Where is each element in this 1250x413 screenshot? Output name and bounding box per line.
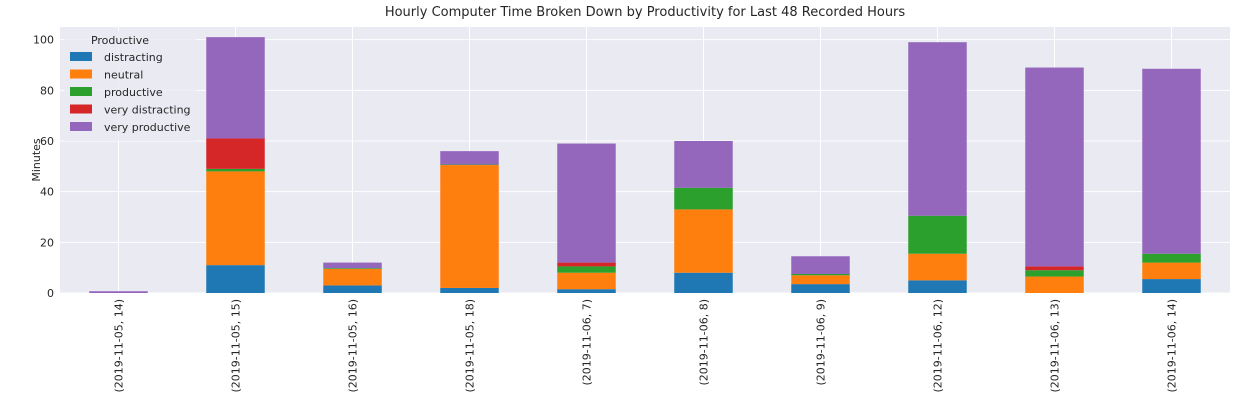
bar-segment-neutral [908,253,967,281]
y-tick-label: 40 [40,186,54,199]
bar-segment-productive [440,164,499,166]
bar-segment-neutral [323,268,382,286]
x-tick-label: (2019-11-06, 9) [815,299,828,386]
bar-segment-neutral [206,171,265,266]
bar-segment-very-productive [1025,67,1084,267]
bar-segment-neutral [1142,262,1201,280]
legend-label: very distracting [104,104,191,117]
bar-segment-distracting [674,272,733,293]
bar-segment-distracting [323,285,382,293]
y-tick-label: 20 [40,236,54,249]
bar-segment-productive [1142,253,1201,263]
y-axis-label: Minutes [30,138,43,182]
bar-segment-very-distracting [206,138,265,169]
bar-segment-very-productive [206,37,265,139]
y-tick-label: 60 [40,135,54,148]
legend: Productive distracting neutral productive v… [64,31,196,141]
bar-segment-very-productive [557,143,616,263]
y-tick-labels: 0 20 40 60 80 100 [33,34,54,300]
y-tick-label: 0 [47,287,54,300]
x-tick-label: (2019-11-06, 12) [932,299,945,393]
bar-segment-distracting [440,287,499,293]
legend-label: distracting [104,51,163,64]
y-tick-label: 80 [40,84,54,97]
bar-segment-productive [323,268,382,269]
bar-segment-neutral [440,165,499,288]
x-tick-label: (2019-11-06, 14) [1166,299,1179,393]
bar-segment-very-productive [908,42,967,216]
legend-swatch [70,87,92,96]
legend-swatch [70,122,92,131]
legend-swatch [70,104,92,114]
x-tick-label: (2019-11-06, 7) [581,299,594,386]
x-tick-label: (2019-11-05, 18) [464,299,477,393]
bars-group [89,37,1201,293]
legend-swatch [70,69,92,79]
legend-label: neutral [104,69,143,82]
bar-segment-very-productive [1142,68,1201,254]
x-tick-label: (2019-11-05, 15) [230,299,243,393]
bar-segment-neutral [791,275,850,285]
legend-title: Productive [91,34,149,47]
bar-segment-distracting [1142,279,1201,293]
y-tick-label: 100 [33,34,54,47]
bar-segment-neutral [1025,276,1084,293]
bar-segment-very-productive [791,256,850,274]
bar-segment-very-productive [323,262,382,269]
bar-segment-distracting [791,284,850,293]
bar-segment-productive [791,274,850,276]
x-tick-label: (2019-11-05, 16) [347,299,360,393]
legend-swatch [70,52,92,61]
x-tick-label: (2019-11-06, 13) [1049,299,1062,393]
bar-segment-neutral [557,272,616,290]
bar-segment-very-productive [89,291,148,293]
bar-segment-productive [206,168,265,172]
bar-segment-productive [908,215,967,254]
legend-items: distracting neutral productive very distrac… [70,51,191,134]
x-tick-labels: (2019-11-05, 14) (2019-11-05, 15) (2019-11… [113,299,1179,393]
chart-title: Hourly Computer Time Broken Down by Prod… [385,5,906,20]
legend-label: productive [104,86,163,99]
bar-segment-productive [674,187,733,210]
x-tick-label: (2019-11-06, 8) [698,299,711,386]
bar-segment-very-productive [440,151,499,165]
bar-segment-very-productive [674,141,733,188]
bar-segment-neutral [674,209,733,273]
bar-segment-distracting [206,265,265,293]
legend-label: very productive [104,121,191,134]
x-tick-label: (2019-11-05, 14) [113,299,126,393]
bar-segment-productive [557,266,616,273]
bar-segment-very-distracting [1025,266,1084,271]
bar-segment-very-distracting [557,262,616,267]
bar-segment-productive [1025,270,1084,277]
bar-segment-distracting [908,280,967,293]
bar-segment-distracting [557,289,616,293]
